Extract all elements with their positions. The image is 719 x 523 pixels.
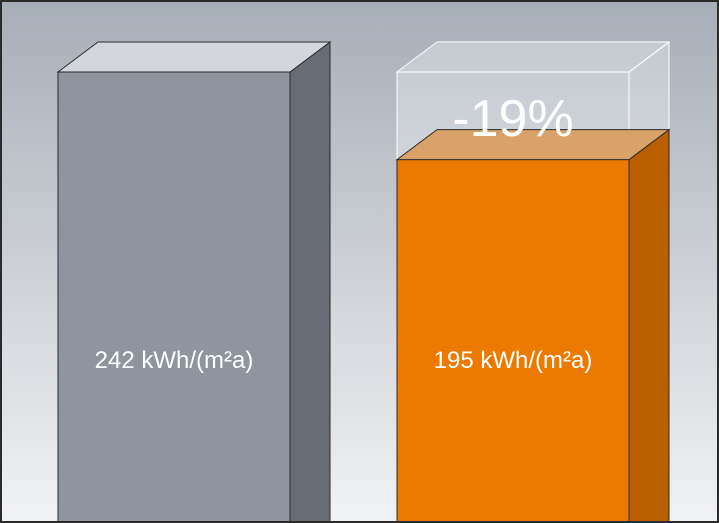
bar-1-side <box>289 41 331 523</box>
bar-2-top <box>395 129 671 161</box>
reduction-ghost-top <box>395 41 671 73</box>
reduction-annotation: -19% <box>452 90 573 148</box>
bar-2-front <box>396 159 630 523</box>
bar-2-side <box>628 128 670 523</box>
bar-1-value-label: 242 kWh/(m²a) <box>95 347 254 374</box>
bar-1-top <box>56 41 332 73</box>
bar-1-front <box>57 71 291 523</box>
bar-2-value-label: 195 kWh/(m²a) <box>434 347 593 374</box>
